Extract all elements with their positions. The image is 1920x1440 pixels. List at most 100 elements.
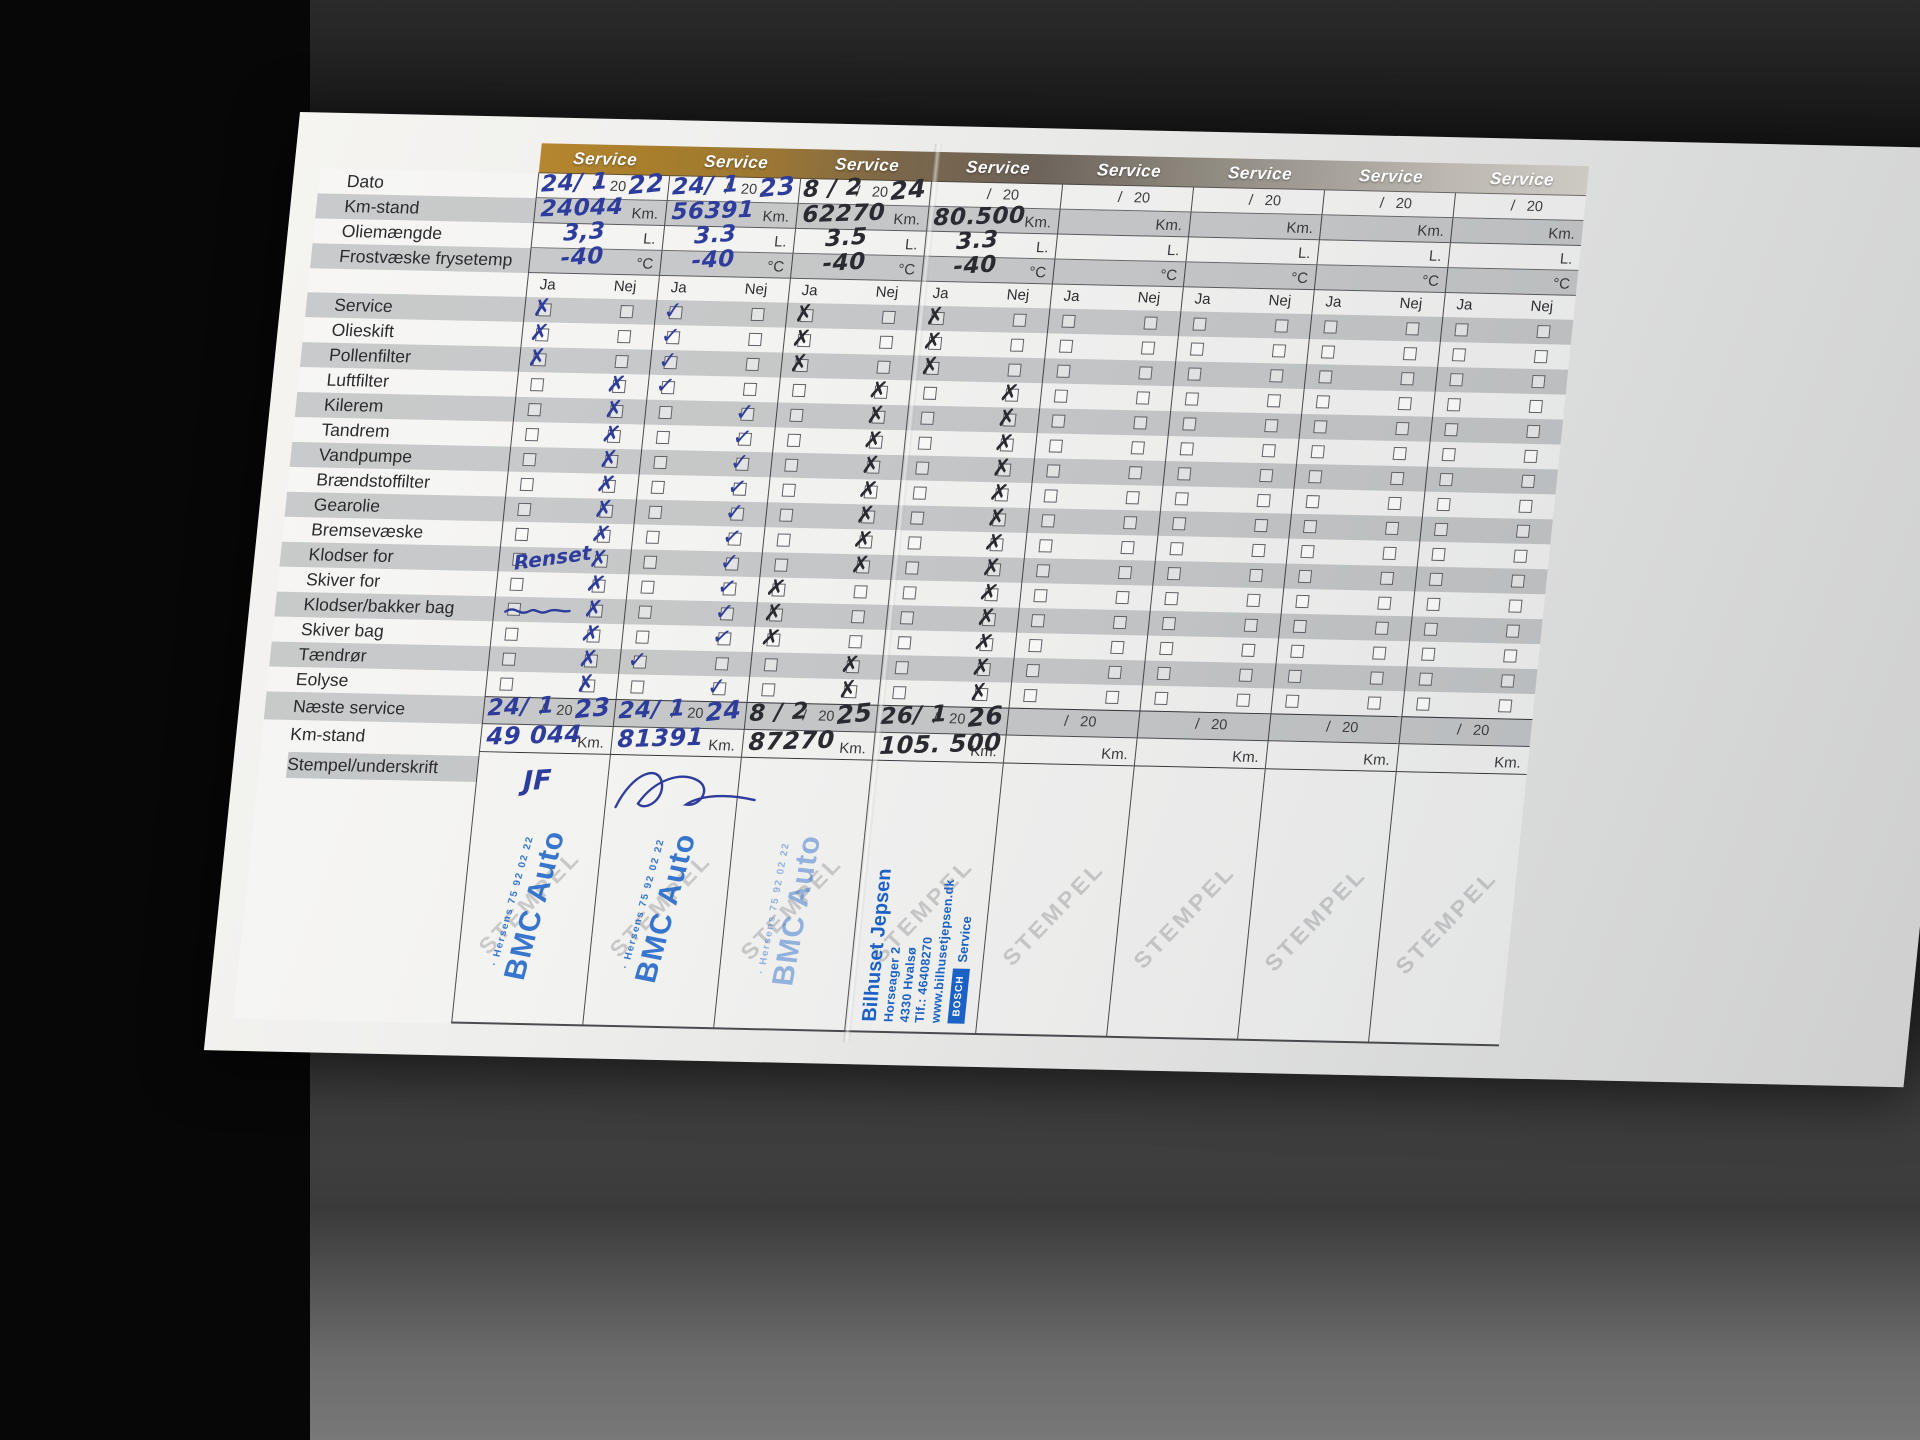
unit-km: Km. (1231, 748, 1260, 767)
service-header-label: Service (1096, 159, 1163, 181)
stempel-watermark: STEMPEL (1128, 858, 1241, 973)
cell-check-0-col8 (1439, 316, 1574, 345)
cell-check-3-col6 (1170, 386, 1304, 414)
row-label: Kilerem (323, 394, 385, 416)
checkbox-ja (637, 605, 653, 619)
checkbox-nej (1105, 690, 1120, 704)
unit-km: Km. (1154, 216, 1183, 235)
cell-check-4-col8 (1429, 416, 1564, 445)
checkbox-ja (1454, 322, 1469, 337)
cell-check-2-col1: ✗ (517, 344, 652, 375)
cell-check-2-col8 (1434, 366, 1569, 395)
checkbox-ja (1035, 563, 1051, 577)
unit-temp: °C (1290, 269, 1309, 288)
cell-check-11-col5 (1018, 582, 1153, 611)
checkbox-ja (1156, 666, 1172, 680)
checkbox-nej (1397, 396, 1413, 410)
cell-check-8-col6 (1157, 510, 1291, 539)
cell-check-8-col2: ✓ (633, 499, 768, 528)
printed-slash: / (1509, 197, 1516, 215)
printed-slash: / (1325, 718, 1332, 736)
column-header: Service (1454, 163, 1590, 197)
handwritten-initials: JF (522, 764, 552, 798)
cell-frost-col7: °C (1313, 265, 1448, 294)
row-label: Bremsevæske (310, 519, 425, 542)
checkbox-ja (791, 383, 807, 397)
checkbox-ja (912, 485, 927, 500)
checkbox-nej (850, 609, 866, 623)
cell-km-col6: Km. (1187, 212, 1322, 241)
row-label: Klodser for (307, 544, 395, 567)
checkbox-ja (1421, 647, 1436, 661)
cell-check-3-col1: ✗ (515, 371, 649, 400)
checkbox-ja (1318, 369, 1333, 384)
handwritten-year: 23 (758, 170, 796, 204)
checkbox-ja (1177, 466, 1192, 481)
checkbox-nej (1261, 443, 1277, 457)
printed-year-prefix: 20 (686, 705, 705, 722)
checkbox-ja (1287, 669, 1302, 683)
checkbox-ja (1046, 463, 1061, 478)
checkbox-ja (1310, 444, 1325, 458)
service-sheet: Service Service Service Service Service Servi… (233, 138, 1590, 1047)
cell-oil-col7: L. (1316, 240, 1450, 269)
cell-check-11-col4: ✗ (887, 579, 1022, 608)
checkbox-ja (1451, 347, 1467, 361)
checkbox-ja (640, 580, 655, 594)
nej-label: Nej (612, 277, 638, 296)
checkbox-ja (1292, 619, 1308, 633)
checkbox-nej (742, 382, 758, 396)
cell-check-6-col4: ✗ (900, 455, 1035, 484)
unit-km: Km. (1547, 225, 1576, 243)
cell-check-14-col4: ✗ (880, 655, 1014, 683)
cell-check-12-col2: ✓ (623, 599, 757, 628)
printed-slash: / (986, 186, 992, 204)
cell-check-5-col2: ✓ (641, 424, 775, 453)
unit-liter: L. (904, 236, 919, 254)
unit-temp: °C (1159, 266, 1178, 285)
checkbox-ja (1423, 622, 1439, 636)
checkbox-nej (1505, 623, 1521, 638)
cell-check-5-col5 (1034, 433, 1168, 461)
checkbox-ja (920, 411, 935, 425)
cell-check-1-col5 (1044, 333, 1178, 362)
cell-check-0-col7 (1308, 314, 1443, 342)
checkbox-nej (1377, 596, 1392, 610)
checkbox-nej (614, 354, 629, 368)
checkbox-nej (879, 335, 894, 349)
printed-year-prefix: 20 (948, 711, 967, 728)
cell-check-5-col3: ✗ (772, 427, 906, 456)
checkbox-ja (527, 402, 542, 416)
cell-check-12-col5 (1016, 607, 1150, 636)
row-label: Frostvæske frysetemp (338, 245, 514, 270)
cell-check-2-col7 (1303, 364, 1438, 392)
checkbox-ja (1166, 566, 1182, 580)
checkbox-nej (1107, 665, 1123, 679)
ja-label: Ja (1324, 293, 1343, 311)
checkbox-nej (1526, 424, 1541, 438)
cell-check-13-col3: ✗ (751, 624, 886, 655)
checkbox-ja (786, 433, 802, 447)
cell-check-4-col1: ✗ (512, 396, 647, 425)
cell-check-7-col1: ✗ (505, 471, 639, 500)
cell-check-14-col5 (1011, 657, 1145, 686)
cell-dato-col7: / 20 (1321, 190, 1455, 219)
printed-slash: / (1063, 712, 1070, 730)
printed-slash: / (1194, 715, 1201, 733)
checkbox-nej (1269, 368, 1284, 382)
service-header-label: Service (572, 148, 639, 169)
checkbox-nej (619, 304, 634, 318)
checkbox-ja (1313, 419, 1328, 433)
cell-dato-col8: / 20 (1452, 193, 1586, 222)
cell-check-1-col7 (1306, 339, 1440, 367)
checkbox-ja (517, 502, 532, 516)
cell-check-6-col1: ✗ (507, 446, 642, 475)
printed-year-prefix: 20 (740, 181, 758, 198)
printed-year-prefix: 20 (1079, 714, 1098, 731)
checkbox-nej (1500, 673, 1515, 688)
check-mark: ✗ (575, 670, 596, 699)
checkbox-nej (1400, 371, 1415, 385)
row-label: Tændrør (297, 644, 368, 666)
checkbox-nej (1382, 546, 1397, 560)
row-label: Oliemængde (340, 220, 444, 244)
